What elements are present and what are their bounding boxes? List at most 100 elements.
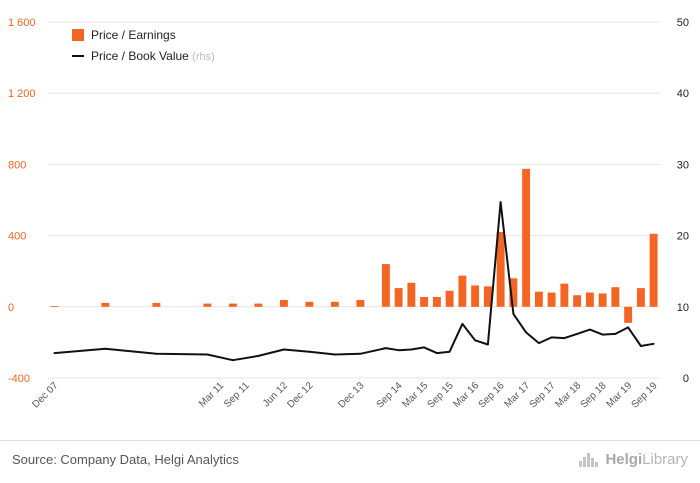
bar	[50, 306, 59, 307]
line-point	[333, 353, 336, 356]
line-point	[627, 326, 630, 329]
x-tick-label: Sep 19	[630, 380, 660, 410]
brand-logo: Helgi Library	[579, 451, 688, 468]
bar	[598, 293, 607, 307]
bar	[534, 291, 543, 307]
line-point	[525, 331, 528, 334]
line-point	[282, 348, 285, 351]
line-point	[423, 346, 426, 349]
x-tick-label: Sep 17	[528, 380, 558, 410]
y-left-tick-label: -400	[8, 373, 30, 385]
bar	[407, 282, 416, 307]
line-point	[257, 355, 260, 357]
x-tick-label: Dec 12	[285, 380, 315, 410]
line-point	[155, 352, 158, 355]
bar	[381, 264, 390, 307]
line-point	[104, 347, 107, 350]
line-point	[601, 333, 604, 336]
bar	[471, 285, 480, 307]
bar	[547, 292, 556, 307]
line-point	[486, 343, 489, 346]
series-line	[54, 201, 654, 362]
legend-swatch-bar	[72, 29, 84, 41]
x-tick-label: Sep 16	[477, 380, 507, 410]
bar	[636, 288, 645, 307]
x-tick-label: Mar 17	[502, 380, 532, 410]
bar	[228, 303, 237, 307]
x-tick-label: Mar 18	[553, 380, 583, 410]
left-axis: -400 0 400 800 1 200 1 600	[8, 17, 36, 385]
y-left-tick-label: 1 200	[8, 88, 36, 100]
bar	[101, 302, 110, 307]
bar	[458, 275, 467, 307]
x-tick-label: Sep 18	[579, 380, 609, 410]
x-tick-label: Mar 11	[197, 380, 227, 410]
bar	[624, 306, 633, 323]
legend-label-line-suffix: (rhs)	[192, 51, 215, 63]
x-tick-label: Mar 16	[451, 380, 481, 410]
line-point	[435, 352, 438, 354]
line-point	[53, 352, 56, 354]
y-left-tick-label: 800	[8, 159, 26, 171]
legend-label-bar: Price / Earnings	[91, 28, 176, 42]
bar	[279, 300, 288, 307]
bar	[394, 288, 403, 307]
bar	[152, 302, 161, 307]
bar	[560, 283, 569, 307]
y-left-tick-label: 1 600	[8, 17, 36, 29]
line-point	[639, 345, 642, 347]
bar	[522, 168, 531, 307]
bar	[330, 301, 339, 307]
bar	[203, 303, 212, 307]
x-tick-label: Dec 13	[336, 380, 366, 410]
bar	[585, 292, 594, 307]
line-point	[474, 339, 477, 342]
x-tick-label: Sep 15	[426, 380, 456, 410]
line-point	[537, 342, 540, 345]
bar	[509, 278, 518, 307]
bar	[649, 233, 658, 307]
brand-name-suffix: Library	[642, 451, 688, 468]
line-point	[448, 350, 451, 353]
y-right-tick-label: 30	[677, 159, 689, 171]
line-point	[308, 350, 311, 353]
right-axis: 0 10 20 30 40 50	[677, 17, 689, 385]
legend-label-line: Price / Book Value (rhs)	[91, 49, 215, 63]
x-tick-label: Mar 19	[604, 380, 634, 410]
line-point	[576, 332, 579, 335]
y-left-tick-label: 0	[8, 302, 14, 314]
bar	[254, 303, 263, 307]
line-series	[53, 201, 655, 362]
brand-logo-icon	[579, 452, 599, 467]
y-right-tick-label: 10	[677, 302, 689, 314]
line-point	[397, 349, 400, 352]
bar	[305, 301, 314, 307]
line-point	[614, 332, 617, 335]
line-point	[410, 348, 413, 351]
bar	[420, 297, 429, 307]
line-point	[359, 352, 362, 355]
y-right-tick-label: 20	[677, 231, 689, 243]
line-point	[384, 347, 387, 349]
bar	[445, 290, 454, 307]
line-point	[588, 328, 591, 331]
brand-name-prefix: Helgi	[605, 451, 643, 468]
x-tick-label: Sep 14	[375, 380, 405, 410]
chart: -400 0 400 800 1 200 1 600 0 10 20 30 40 50 Dec 07…	[8, 17, 689, 411]
x-tick-label: Mar 15	[400, 380, 430, 410]
x-tick-label: Jun 12	[261, 380, 290, 409]
legend: Price / Earnings Price / Book Value (rhs…	[72, 28, 215, 63]
legend-label-line-name: Price / Book Value	[91, 49, 189, 63]
x-tick-label: Dec 07	[30, 380, 60, 410]
line-point	[231, 359, 234, 362]
line-point	[563, 337, 566, 340]
bar	[573, 295, 582, 307]
gridlines	[48, 21, 660, 379]
line-point	[499, 201, 502, 204]
y-left-tick-label: 400	[8, 231, 26, 243]
footer: Source: Company Data, Helgi Analytics He…	[0, 440, 700, 483]
line-point	[652, 342, 655, 345]
x-tick-label: Sep 11	[222, 380, 252, 410]
line-point	[550, 336, 553, 339]
